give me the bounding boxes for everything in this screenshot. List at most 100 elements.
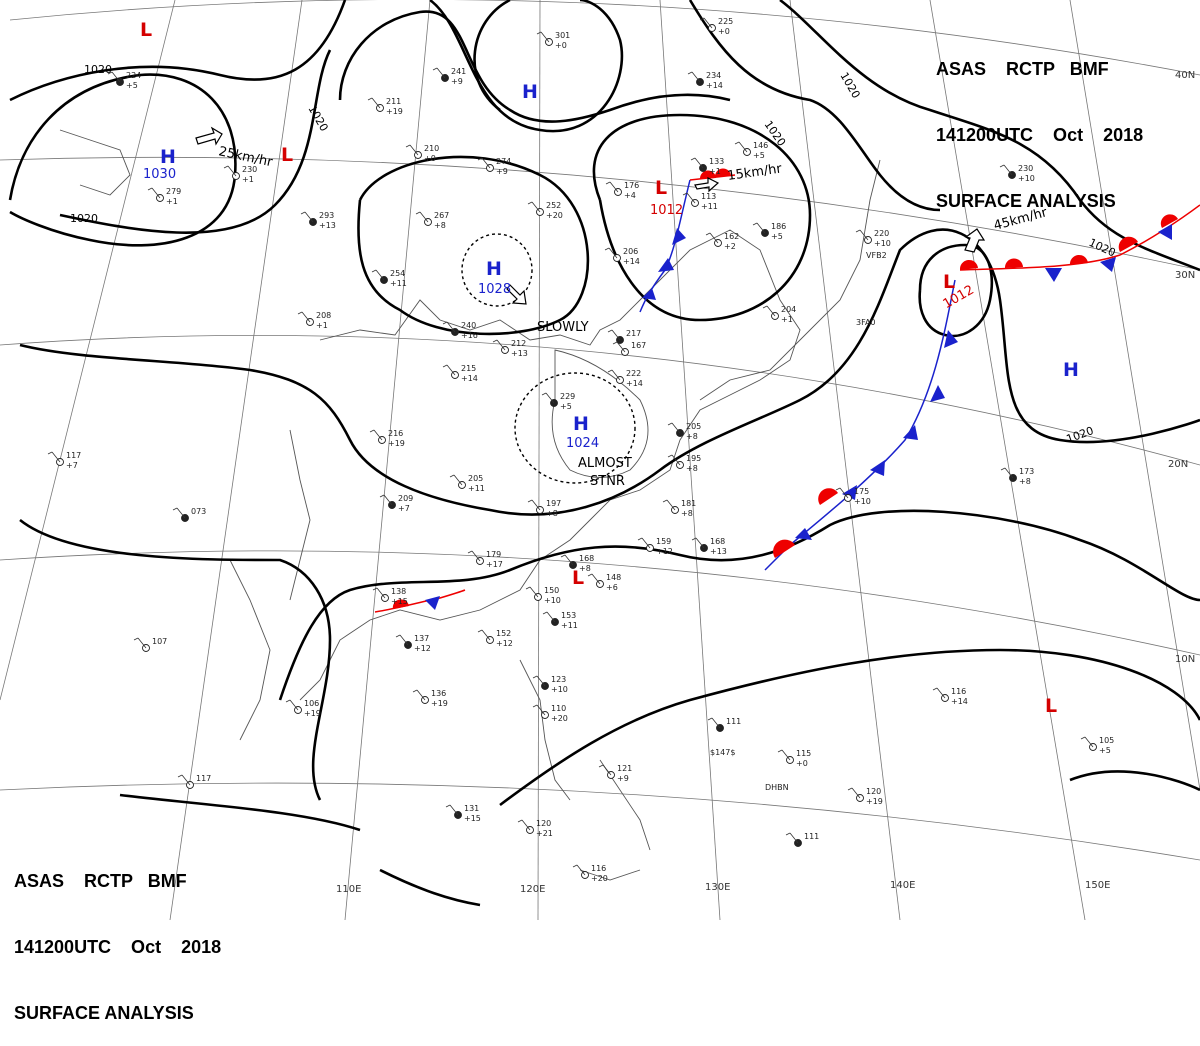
station-plot: 222+14	[607, 369, 643, 388]
wind-barb	[492, 339, 506, 351]
station-pressure: 205	[468, 474, 483, 483]
station-pressure: 217	[626, 329, 641, 338]
station-pressure: 073	[191, 507, 206, 516]
station-plots: 224+5279+1230+1241+9211+19210+0293+13274…	[47, 17, 1114, 883]
station-plot: 113+11	[682, 192, 718, 211]
station-plot: 252+20	[527, 201, 563, 220]
station-plot: 208+1	[297, 311, 331, 330]
wind-barb	[297, 311, 311, 323]
header-line-1: ASAS RCTP BMF	[14, 871, 187, 891]
station-pressure: 211	[386, 97, 401, 106]
wind-barb	[785, 832, 799, 844]
svg-text:1020: 1020	[84, 63, 112, 76]
station-pressure: 186	[771, 222, 786, 231]
station-pressure: 274	[496, 157, 511, 166]
station-pressure: 138	[391, 587, 406, 596]
wind-barb	[412, 689, 426, 701]
station-plot: 133+1	[690, 157, 724, 176]
wind-barb	[449, 474, 463, 486]
station-tendency: +14	[951, 697, 968, 706]
wind-barb	[1000, 467, 1014, 479]
system-motion: ALMOST STNR	[578, 456, 632, 489]
station-plot: 175+10	[835, 487, 871, 506]
station-tendency: +17	[486, 560, 503, 569]
station-plot: 254+11	[371, 269, 407, 288]
system-motion: SLOWLY	[537, 320, 589, 335]
station-plot: 150+10	[525, 586, 561, 605]
station-pressure: 159	[656, 537, 671, 546]
station-tendency: +11	[561, 621, 578, 630]
wind-barb	[762, 305, 776, 317]
wind-barb	[699, 17, 713, 29]
svg-text:1020: 1020	[70, 212, 98, 225]
station-pressure: 167	[631, 341, 646, 350]
station-tendency: +8	[579, 564, 591, 573]
station-pressure: 121	[617, 764, 632, 773]
station-tendency: +19	[866, 797, 883, 806]
station-plot: 204+1	[762, 305, 796, 324]
station-tendency: +14	[626, 379, 643, 388]
station-pressure: 110	[551, 704, 566, 713]
station-pressure: 120	[866, 787, 881, 796]
station-plot: 131+15	[445, 804, 481, 823]
station-pressure: 150	[544, 586, 559, 595]
station-pressure: 131	[464, 804, 479, 813]
header-line-1: ASAS RCTP BMF	[936, 59, 1109, 79]
station-tendency: +19	[388, 439, 405, 448]
dashed-isobars	[461, 233, 636, 484]
station-tendency: +5	[1099, 746, 1111, 755]
wind-barb	[999, 164, 1013, 176]
station-plot: 162+2	[705, 232, 739, 251]
station-tendency: +8	[546, 509, 558, 518]
svg-text:VFB2: VFB2	[866, 251, 887, 260]
station-plot: 230+1	[223, 165, 257, 184]
station-plot: 215+14	[442, 364, 478, 383]
station-plot: 115+0	[777, 749, 811, 768]
system-L: L	[1045, 695, 1057, 717]
station-pressure: 123	[551, 675, 566, 684]
station-pressure: 113	[701, 192, 716, 201]
wind-barb	[1080, 736, 1094, 748]
station-pressure: 212	[511, 339, 526, 348]
station-pressure: 152	[496, 629, 511, 638]
station-pressure: 210	[424, 144, 439, 153]
system-L: L	[943, 271, 955, 293]
station-tendency: +1	[242, 175, 254, 184]
station-plot: 206+14	[604, 247, 640, 266]
header-line-3: SURFACE ANALYSIS	[14, 1003, 194, 1023]
station-pressure: 116	[951, 687, 966, 696]
station-tendency: +14	[461, 374, 478, 383]
station-plot: 153+11	[542, 611, 578, 630]
station-tendency: +4	[624, 191, 636, 200]
station-tendency: +0	[424, 154, 436, 163]
wind-barb	[467, 550, 481, 562]
station-pressure: 229	[560, 392, 575, 401]
station-plot: 116+20	[572, 864, 608, 883]
wind-barb	[517, 819, 531, 831]
wind-barb	[367, 97, 381, 109]
station-plot: 205+11	[449, 474, 485, 493]
svg-text:3FA0: 3FA0	[856, 318, 876, 327]
station-pressure: 136	[431, 689, 446, 698]
station-plot: 225+0	[699, 17, 733, 36]
wind-barb	[607, 329, 621, 341]
station-plot: 120+21	[517, 819, 553, 838]
pressure-systems: H 1030 25km/hr L L H H 1028 SLOWLY L 101…	[140, 19, 1079, 717]
station-plot: 293+13	[300, 211, 336, 230]
wind-barb	[536, 31, 550, 43]
wind-barb	[172, 507, 186, 519]
system-L: L	[572, 567, 584, 589]
station-tendency: +13	[710, 547, 727, 556]
station-tendency: +11	[701, 202, 718, 211]
system-pressure: 1012	[650, 203, 683, 218]
system-pressure: 1030	[143, 167, 176, 182]
station-plot: 209+7	[379, 494, 413, 513]
wind-barb	[147, 187, 161, 199]
station-pressure: 215	[461, 364, 476, 373]
station-pressure: 148	[606, 573, 621, 582]
station-pressure: 220	[874, 229, 889, 238]
station-pressure: 111	[804, 832, 819, 841]
station-pressure: 168	[579, 554, 594, 563]
svg-text:150E: 150E	[1085, 880, 1110, 891]
station-tendency: +10	[854, 497, 871, 506]
